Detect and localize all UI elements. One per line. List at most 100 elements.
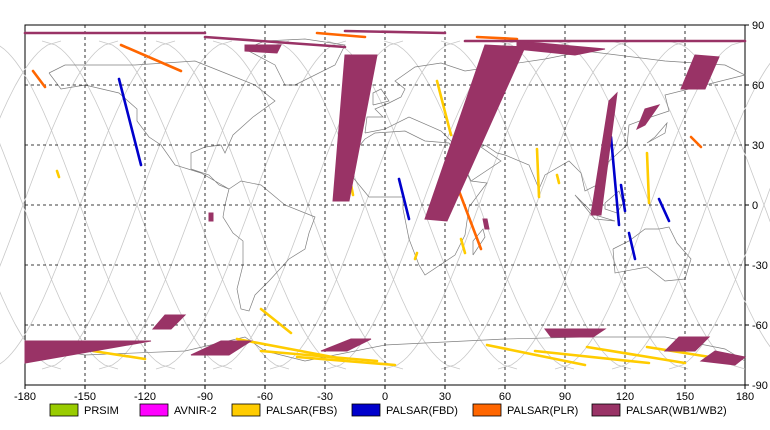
legend-label: PALSAR(WB1/WB2) [626, 405, 727, 417]
coverage-swath [424, 44, 526, 222]
coastline [372, 88, 390, 106]
coverage-track [689, 135, 703, 149]
legend: PRSIM AVNIR-2 PALSAR(FBS) PALSAR(FBD) PALSAR… [49, 403, 727, 417]
x-tick-label: 180 [736, 391, 754, 403]
coverage-track [645, 151, 651, 205]
coverage-track [413, 251, 419, 261]
coastline [350, 130, 488, 276]
legend-item: PRSIM [49, 403, 119, 417]
orange-swatch-icon [472, 403, 502, 417]
coverage-swath [208, 212, 214, 222]
coverage-track [31, 69, 47, 89]
series-group [117, 77, 671, 261]
coverage-swath [680, 54, 720, 90]
coverage-swath [244, 44, 282, 54]
x-tick-label: 120 [616, 391, 634, 403]
orbit-track [0, 291, 62, 370]
coastline [646, 121, 668, 144]
x-tick-label: -90 [197, 391, 213, 403]
coverage-track [535, 147, 541, 199]
coverage-swath [663, 336, 711, 352]
coverage-swath [482, 218, 490, 230]
coverage-swath [590, 91, 618, 216]
coverage-track [203, 35, 347, 49]
orbit-track [0, 40, 62, 119]
coverage-track [485, 343, 587, 367]
legend-label: AVNIR-2 [174, 405, 217, 417]
series-group [23, 29, 747, 366]
coverage-swath [320, 338, 372, 352]
coverage-swath [332, 54, 378, 202]
coverage-swath [544, 328, 607, 338]
coverage-track [55, 169, 61, 179]
x-tick-label: -180 [14, 391, 36, 403]
coverage-track [457, 189, 483, 251]
coverage-track [119, 43, 183, 73]
green-swatch-icon [49, 403, 79, 417]
coverage-track [91, 349, 147, 361]
maroon-swatch-icon [591, 403, 621, 417]
y-tick-label: 30 [752, 140, 764, 152]
x-axis: -180 -150 -120 -90 -60 -30 0 30 60 90 120 150 180 [14, 385, 754, 403]
coverage-track [533, 349, 651, 365]
coverage-track [627, 231, 637, 261]
coverage-swath [699, 350, 747, 366]
coverage-track [475, 35, 519, 41]
legend-item: PALSAR(FBS) [231, 403, 337, 417]
x-tick-label: 60 [499, 391, 511, 403]
orbit-track [383, 40, 575, 370]
coverage-track [609, 135, 621, 227]
x-tick-label: -150 [74, 391, 96, 403]
y-tick-label: 90 [752, 20, 764, 32]
x-tick-label: -120 [134, 391, 156, 403]
coastline [24, 336, 746, 362]
legend-label: PALSAR(PLR) [507, 405, 578, 417]
coverage-track [585, 345, 687, 365]
legend-item: PALSAR(FBD) [351, 403, 458, 417]
coastline [48, 60, 276, 190]
y-tick-label: -30 [752, 260, 768, 272]
orbit-track [269, 40, 461, 370]
orbit-track [41, 40, 233, 370]
x-tick-label: -30 [317, 391, 333, 403]
orbit-track [155, 40, 347, 370]
x-tick-label: 90 [559, 391, 571, 403]
coverage-track [397, 177, 411, 221]
x-tick-label: 30 [439, 391, 451, 403]
coverage-track [459, 237, 467, 255]
legend-item: PALSAR(PLR) [472, 403, 578, 417]
x-tick-label: 150 [676, 391, 694, 403]
coverage-track [657, 197, 671, 223]
legend-label: PALSAR(FBS) [266, 405, 337, 417]
legend-label: PRSIM [84, 405, 119, 417]
coverage-swath [190, 340, 253, 356]
y-axis: 90 60 30 0 -30 -60 -90 [745, 20, 768, 392]
coverage-swath [636, 104, 661, 131]
coverage-track [315, 31, 367, 39]
coverage-swath [151, 314, 187, 330]
orbit-track [0, 143, 119, 370]
orbit-track [611, 40, 770, 348]
y-tick-label: -60 [752, 320, 768, 332]
coastline [612, 226, 692, 282]
legend-item: AVNIR-2 [139, 403, 217, 417]
magenta-swatch-icon [139, 403, 169, 417]
coverage-track [555, 173, 561, 185]
coverage-track [343, 29, 447, 35]
coverage-track [435, 79, 453, 137]
coastline [364, 50, 747, 192]
y-tick-label: -90 [752, 380, 768, 392]
coastline [574, 194, 616, 222]
orbit-track [668, 40, 770, 223]
coastline [472, 228, 486, 256]
coverage-swath [516, 40, 606, 56]
y-tick-label: 60 [752, 80, 764, 92]
coastline [244, 38, 346, 86]
coverage-track [295, 355, 397, 367]
coverage-track [619, 183, 627, 213]
x-tick-label: 0 [382, 391, 388, 403]
legend-item: PALSAR(WB1/WB2) [591, 403, 727, 417]
series-group [31, 31, 703, 251]
